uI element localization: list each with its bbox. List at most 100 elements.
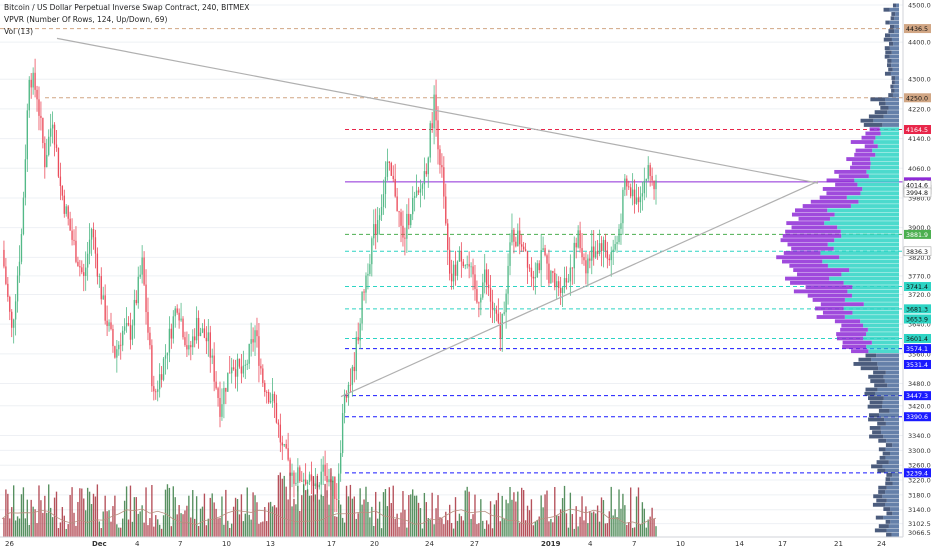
profile-bar-up bbox=[884, 379, 899, 383]
profile-bar-down bbox=[887, 63, 892, 68]
profile-bar-down bbox=[883, 7, 890, 12]
candle-body bbox=[431, 123, 433, 129]
candle-body bbox=[631, 189, 634, 197]
candle-body bbox=[386, 161, 389, 177]
profile-bar-up bbox=[890, 519, 899, 524]
candle-body bbox=[203, 328, 206, 338]
profile-bar-up bbox=[868, 174, 899, 179]
profile-bar-down bbox=[871, 464, 883, 469]
volume-bar bbox=[24, 518, 27, 537]
candle-body bbox=[433, 94, 435, 129]
price-tag bbox=[904, 229, 931, 239]
candle-body bbox=[567, 281, 570, 283]
volume-bar bbox=[345, 485, 348, 537]
trendline-lower bbox=[340, 180, 819, 398]
profile-bar-up bbox=[894, 16, 899, 21]
volume-bar bbox=[254, 495, 256, 537]
profile-bar-up bbox=[843, 306, 899, 311]
y-tick-label: 3640.0 bbox=[908, 321, 931, 329]
profile-bar-down bbox=[860, 366, 879, 371]
profile-bar-up bbox=[889, 408, 899, 413]
profile-bar-up bbox=[885, 502, 899, 507]
price-tag bbox=[904, 304, 931, 314]
candle-body bbox=[271, 393, 274, 401]
candle-body bbox=[59, 176, 62, 187]
volume-bar bbox=[275, 507, 278, 537]
candle-body bbox=[121, 330, 124, 346]
volume-bar bbox=[48, 484, 50, 537]
candle-body bbox=[612, 249, 614, 253]
profile-bar-up bbox=[822, 259, 899, 264]
candle-body bbox=[439, 149, 441, 166]
volume-bar bbox=[567, 527, 570, 537]
volume-bar bbox=[61, 507, 64, 537]
profile-bar-down bbox=[850, 140, 874, 144]
volume-bar bbox=[77, 501, 79, 537]
candle-body bbox=[639, 196, 642, 203]
profile-bar-down bbox=[858, 357, 872, 362]
profile-bar-up bbox=[863, 302, 899, 307]
candle-body bbox=[384, 176, 387, 195]
candle-body bbox=[559, 288, 562, 294]
candle-body bbox=[242, 365, 245, 374]
legend: Bitcoin / US Dollar Perpetual Inverse Sw… bbox=[4, 2, 249, 38]
candle-body bbox=[456, 261, 459, 276]
volume-bar bbox=[118, 527, 120, 537]
profile-bar-up bbox=[862, 187, 899, 191]
volume-bar bbox=[92, 493, 95, 537]
volume-bar bbox=[522, 490, 525, 537]
volume-bar bbox=[194, 518, 196, 537]
candle-body bbox=[160, 374, 163, 380]
candle-body bbox=[71, 230, 73, 240]
y-tick-label: 3102.5 bbox=[908, 520, 931, 528]
volume-bar bbox=[184, 510, 186, 537]
volume-bar bbox=[334, 516, 336, 537]
volume-bar bbox=[587, 523, 589, 537]
volume-bar bbox=[129, 485, 132, 537]
candle-body bbox=[505, 293, 507, 313]
candle-body bbox=[519, 230, 521, 245]
price-tag-label: 3836.3 bbox=[906, 249, 928, 256]
profile-bar-down bbox=[888, 93, 893, 98]
volume-bar bbox=[579, 516, 581, 537]
candle-body bbox=[94, 237, 97, 254]
price-tag-label: 3239.4 bbox=[906, 470, 928, 477]
volume-bar bbox=[273, 505, 276, 537]
volume-bar bbox=[49, 507, 52, 537]
legend-symbol[interactable]: Bitcoin / US Dollar Perpetual Inverse Sw… bbox=[4, 3, 250, 12]
profile-bar-down bbox=[868, 413, 880, 418]
profile-bar-up bbox=[844, 315, 899, 319]
candle-body bbox=[415, 190, 418, 197]
volume-bar bbox=[645, 527, 647, 537]
volume-bar bbox=[369, 517, 371, 537]
price-tag-label: 4250.0 bbox=[906, 95, 928, 102]
volume-bar bbox=[559, 509, 562, 537]
legend-vol[interactable]: Vol (13) bbox=[4, 27, 34, 36]
candle-body bbox=[361, 291, 363, 324]
candle-body bbox=[174, 308, 176, 317]
profile-bar-down bbox=[890, 84, 894, 89]
x-tick-label: 20 bbox=[370, 540, 379, 548]
legend-vpvr[interactable]: VPVR (Number Of Rows, 124, Up/Down, 69) bbox=[4, 15, 168, 24]
volume-bar bbox=[188, 495, 190, 537]
volume-bar bbox=[75, 525, 77, 537]
profile-bar-up bbox=[882, 400, 899, 405]
volume-bar bbox=[421, 528, 424, 537]
volume-bar bbox=[651, 507, 653, 537]
profile-bar-up bbox=[866, 332, 899, 337]
candle-body bbox=[534, 277, 537, 279]
profile-bar-up bbox=[886, 528, 899, 533]
candle-body bbox=[92, 229, 95, 238]
candle-body bbox=[532, 276, 535, 279]
candle-body bbox=[143, 257, 145, 285]
candle-body bbox=[213, 355, 215, 382]
volume-bar bbox=[509, 486, 511, 537]
y-tick-label: 3260.0 bbox=[908, 462, 931, 470]
profile-bar-up bbox=[877, 387, 899, 392]
profile-bar-up bbox=[870, 161, 899, 166]
candle-body bbox=[118, 344, 120, 350]
candle-body bbox=[164, 355, 167, 359]
volume-bar bbox=[499, 521, 501, 537]
profile-bar-up bbox=[847, 289, 899, 294]
